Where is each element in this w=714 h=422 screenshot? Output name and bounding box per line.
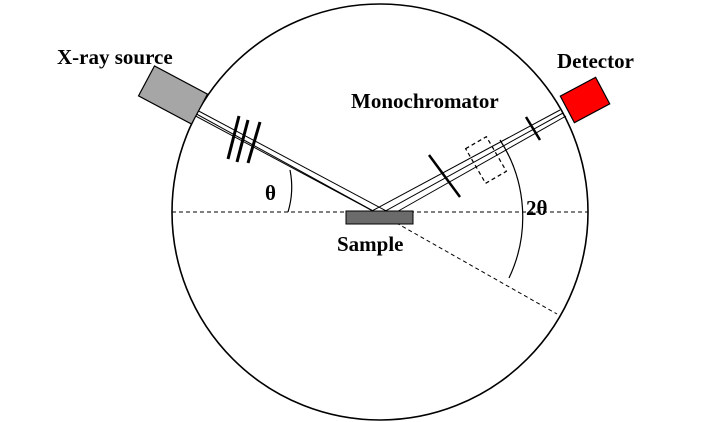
two-theta-arc: [499, 139, 524, 279]
monochromator-label: Monochromator: [351, 89, 499, 113]
incident-slits: [226, 115, 262, 164]
theta-arc: [287, 169, 293, 213]
incident-beam: [189, 107, 393, 218]
receiving-slits: [427, 116, 542, 198]
incident-extension-line: [383, 215, 558, 315]
x-ray-source-tube: [137, 65, 209, 125]
theta-label: θ: [265, 181, 276, 205]
detector-label: Detector: [557, 49, 634, 73]
two-theta-label: 2θ: [526, 196, 548, 220]
x-ray-source-label: X-ray source: [57, 45, 173, 69]
sample-plate: [345, 210, 414, 225]
detector-box: [559, 76, 611, 124]
monochromator-crystal: [464, 135, 508, 185]
sample-label: Sample: [337, 232, 404, 256]
